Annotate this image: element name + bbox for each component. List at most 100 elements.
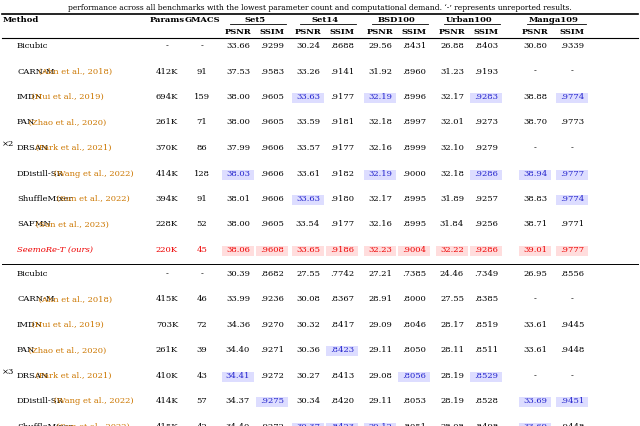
Text: 42: 42 bbox=[196, 423, 207, 426]
Text: 31.89: 31.89 bbox=[440, 195, 464, 203]
Text: 27.55: 27.55 bbox=[440, 295, 464, 303]
Text: .9181: .9181 bbox=[330, 118, 354, 127]
Text: 34.37: 34.37 bbox=[226, 397, 250, 406]
Text: (Sun et al., 2022): (Sun et al., 2022) bbox=[54, 423, 130, 426]
Text: .8519: .8519 bbox=[474, 321, 498, 329]
Text: 33.66: 33.66 bbox=[226, 42, 250, 50]
Text: .9180: .9180 bbox=[330, 195, 354, 203]
Text: .8999: .8999 bbox=[402, 144, 426, 152]
Bar bbox=[364, 246, 396, 256]
Text: 28.11: 28.11 bbox=[440, 346, 464, 354]
Text: (Hui et al., 2019): (Hui et al., 2019) bbox=[29, 321, 104, 329]
Text: 32.01: 32.01 bbox=[440, 118, 464, 127]
Bar bbox=[222, 372, 254, 382]
Text: .9286: .9286 bbox=[474, 246, 498, 254]
Bar bbox=[398, 246, 430, 256]
Text: 71: 71 bbox=[196, 118, 207, 127]
Text: .9256: .9256 bbox=[474, 221, 498, 228]
Text: IMDN: IMDN bbox=[17, 321, 43, 329]
Text: .9451: .9451 bbox=[560, 397, 584, 406]
Text: .9448: .9448 bbox=[560, 346, 584, 354]
Text: .8423: .8423 bbox=[330, 423, 354, 426]
Text: 38.70: 38.70 bbox=[523, 118, 547, 127]
Text: 33.54: 33.54 bbox=[296, 221, 320, 228]
Text: 29.09: 29.09 bbox=[368, 321, 392, 329]
Text: .8417: .8417 bbox=[330, 321, 354, 329]
Text: 412K: 412K bbox=[156, 67, 179, 75]
Text: (Ahn et al., 2018): (Ahn et al., 2018) bbox=[36, 67, 112, 75]
Text: 37.53: 37.53 bbox=[226, 67, 250, 75]
Text: 32.17: 32.17 bbox=[440, 93, 464, 101]
Text: 38.94: 38.94 bbox=[523, 170, 547, 178]
Text: .8528: .8528 bbox=[474, 397, 498, 406]
Text: 33.57: 33.57 bbox=[296, 144, 320, 152]
Text: (Zhao et al., 2020): (Zhao et al., 2020) bbox=[26, 346, 107, 354]
Text: 159: 159 bbox=[194, 93, 210, 101]
Text: .8995: .8995 bbox=[402, 195, 426, 203]
Text: .9283: .9283 bbox=[474, 93, 498, 101]
Text: (Park et al., 2021): (Park et al., 2021) bbox=[33, 144, 111, 152]
Text: 32.16: 32.16 bbox=[368, 144, 392, 152]
Text: .8413: .8413 bbox=[330, 372, 354, 380]
Text: .9193: .9193 bbox=[474, 67, 498, 75]
Text: 28.17: 28.17 bbox=[440, 321, 464, 329]
Text: (Wang et al., 2022): (Wang et al., 2022) bbox=[51, 397, 134, 406]
Text: 28.19: 28.19 bbox=[440, 372, 464, 380]
Bar bbox=[556, 170, 588, 179]
Text: 33.61: 33.61 bbox=[523, 346, 547, 354]
Text: ShuffleMixer: ShuffleMixer bbox=[17, 423, 72, 426]
Text: 34.41: 34.41 bbox=[226, 372, 250, 380]
Text: 29.11: 29.11 bbox=[368, 397, 392, 406]
Text: -: - bbox=[571, 295, 573, 303]
Text: 33.63: 33.63 bbox=[296, 195, 320, 203]
Text: 220K: 220K bbox=[156, 246, 178, 254]
Text: 38.88: 38.88 bbox=[523, 93, 547, 101]
Text: 32.17: 32.17 bbox=[368, 195, 392, 203]
Text: 32.22: 32.22 bbox=[440, 246, 464, 254]
Text: .9177: .9177 bbox=[330, 144, 354, 152]
Text: .9605: .9605 bbox=[260, 118, 284, 127]
Text: -: - bbox=[571, 372, 573, 380]
Text: PSNR: PSNR bbox=[225, 28, 252, 36]
Text: 33.65: 33.65 bbox=[296, 246, 320, 254]
Text: Manga109: Manga109 bbox=[529, 16, 579, 24]
Text: 91: 91 bbox=[196, 195, 207, 203]
Text: .7385: .7385 bbox=[402, 270, 426, 278]
Text: .8050: .8050 bbox=[402, 346, 426, 354]
Bar bbox=[519, 246, 551, 256]
Text: 38.83: 38.83 bbox=[523, 195, 547, 203]
Text: -: - bbox=[200, 42, 204, 50]
Text: 30.08: 30.08 bbox=[296, 295, 320, 303]
Text: .9606: .9606 bbox=[260, 195, 284, 203]
Text: .9445: .9445 bbox=[560, 321, 584, 329]
Text: 27.21: 27.21 bbox=[368, 270, 392, 278]
Text: .9777: .9777 bbox=[560, 170, 584, 178]
Text: PSNR: PSNR bbox=[367, 28, 394, 36]
Text: .8996: .8996 bbox=[402, 93, 426, 101]
Text: 33.26: 33.26 bbox=[296, 67, 320, 75]
Text: -: - bbox=[571, 144, 573, 152]
Text: 38.03: 38.03 bbox=[226, 170, 250, 178]
Text: .9177: .9177 bbox=[330, 221, 354, 228]
Text: 415K: 415K bbox=[156, 295, 179, 303]
Bar bbox=[519, 423, 551, 426]
Text: 410K: 410K bbox=[156, 372, 179, 380]
Text: 30.36: 30.36 bbox=[296, 346, 320, 354]
Text: PSNR: PSNR bbox=[438, 28, 465, 36]
Text: .9236: .9236 bbox=[260, 295, 284, 303]
Text: 46: 46 bbox=[196, 295, 207, 303]
Text: (Ahn et al., 2018): (Ahn et al., 2018) bbox=[36, 295, 112, 303]
Text: Method: Method bbox=[3, 16, 40, 24]
Text: SSIM: SSIM bbox=[330, 28, 355, 36]
Text: 38.71: 38.71 bbox=[523, 221, 547, 228]
Text: 38.00: 38.00 bbox=[226, 221, 250, 228]
Text: .9339: .9339 bbox=[560, 42, 584, 50]
Text: 370K: 370K bbox=[156, 144, 178, 152]
Text: 38.00: 38.00 bbox=[226, 93, 250, 101]
Text: 34.36: 34.36 bbox=[226, 321, 250, 329]
Text: .8431: .8431 bbox=[402, 42, 426, 50]
Text: 261K: 261K bbox=[156, 346, 178, 354]
Text: Bicubic: Bicubic bbox=[17, 42, 49, 50]
Text: 30.37: 30.37 bbox=[296, 423, 320, 426]
Text: PAN: PAN bbox=[17, 118, 35, 127]
